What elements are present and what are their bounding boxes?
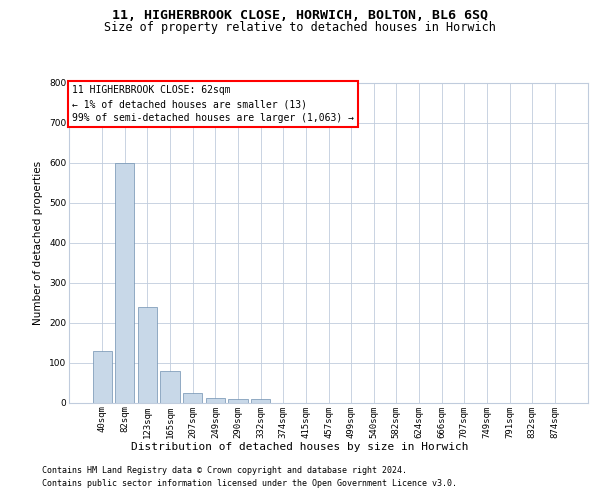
Bar bbox=[92, 350, 112, 403]
Bar bbox=[160, 370, 180, 402]
Bar bbox=[115, 162, 134, 402]
Text: 11, HIGHERBROOK CLOSE, HORWICH, BOLTON, BL6 6SQ: 11, HIGHERBROOK CLOSE, HORWICH, BOLTON, … bbox=[112, 9, 488, 22]
Bar bbox=[138, 308, 157, 402]
Text: Contains public sector information licensed under the Open Government Licence v3: Contains public sector information licen… bbox=[42, 479, 457, 488]
Bar bbox=[183, 392, 202, 402]
Bar bbox=[229, 398, 248, 402]
Y-axis label: Number of detached properties: Number of detached properties bbox=[34, 160, 43, 324]
Text: Distribution of detached houses by size in Horwich: Distribution of detached houses by size … bbox=[131, 442, 469, 452]
Text: Size of property relative to detached houses in Horwich: Size of property relative to detached ho… bbox=[104, 21, 496, 34]
Text: Contains HM Land Registry data © Crown copyright and database right 2024.: Contains HM Land Registry data © Crown c… bbox=[42, 466, 407, 475]
Bar bbox=[251, 398, 270, 402]
Bar bbox=[206, 398, 225, 402]
Text: 11 HIGHERBROOK CLOSE: 62sqm
← 1% of detached houses are smaller (13)
99% of semi: 11 HIGHERBROOK CLOSE: 62sqm ← 1% of deta… bbox=[72, 86, 354, 124]
